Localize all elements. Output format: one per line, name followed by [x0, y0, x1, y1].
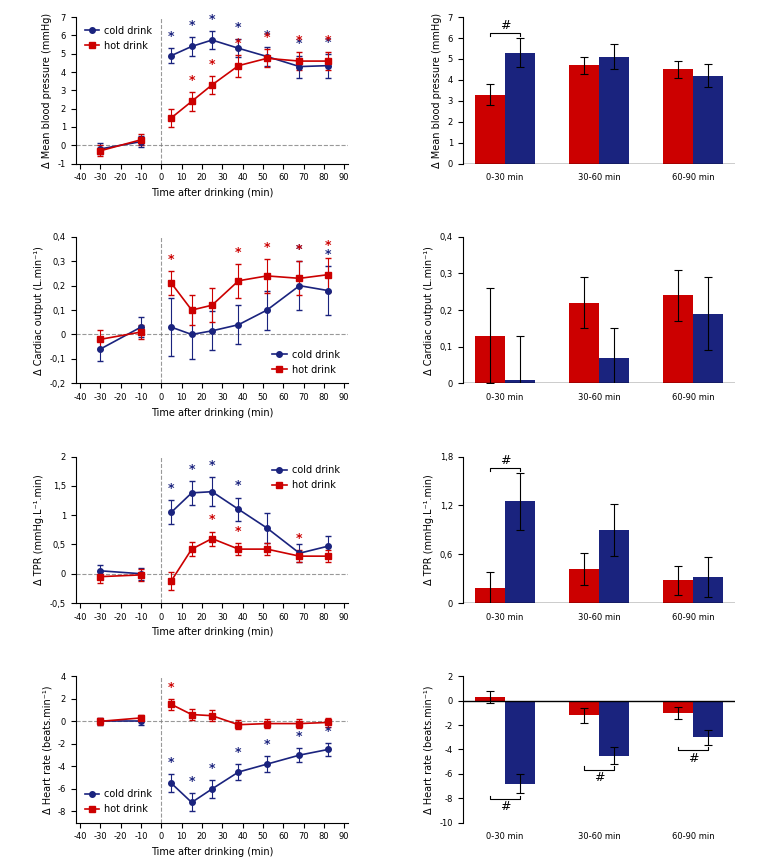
X-axis label: Time after drinking (min): Time after drinking (min)	[151, 627, 273, 638]
Y-axis label: Δ Mean blood pressure (mmHg): Δ Mean blood pressure (mmHg)	[432, 13, 442, 168]
Text: *: *	[189, 19, 195, 33]
Text: *: *	[208, 57, 215, 70]
Text: *: *	[208, 513, 215, 526]
Y-axis label: Δ Cardiac output (L.min⁻¹): Δ Cardiac output (L.min⁻¹)	[424, 246, 434, 375]
Y-axis label: Δ TPR (mmHg.L⁻¹.min): Δ TPR (mmHg.L⁻¹.min)	[424, 475, 434, 585]
Y-axis label: Δ Heart rate (beats.min⁻¹): Δ Heart rate (beats.min⁻¹)	[424, 686, 434, 814]
Bar	[569, 303, 599, 383]
Text: #: #	[500, 800, 510, 813]
Text: *: *	[235, 479, 242, 493]
Text: *: *	[235, 246, 242, 259]
Text: *: *	[189, 74, 195, 87]
Legend: cold drink, hot drink: cold drink, hot drink	[268, 346, 343, 379]
Text: #: #	[594, 771, 604, 784]
Y-axis label: Δ TPR (mmHg.L⁻¹.min): Δ TPR (mmHg.L⁻¹.min)	[34, 475, 45, 585]
Text: *: *	[264, 241, 270, 254]
Bar	[505, 701, 535, 783]
Bar	[569, 569, 599, 603]
Bar	[662, 69, 693, 164]
Text: *: *	[168, 482, 174, 495]
Bar	[475, 94, 505, 164]
Text: *: *	[168, 30, 174, 43]
Text: *: *	[235, 37, 242, 50]
Text: *: *	[324, 725, 331, 738]
Bar	[505, 53, 535, 164]
Text: *: *	[168, 253, 174, 266]
Text: #: #	[688, 752, 698, 764]
Y-axis label: Δ Cardiac output (L.min⁻¹): Δ Cardiac output (L.min⁻¹)	[34, 246, 45, 375]
Text: *: *	[264, 29, 270, 42]
Legend: cold drink, hot drink: cold drink, hot drink	[80, 785, 156, 818]
Legend: cold drink, hot drink: cold drink, hot drink	[268, 461, 343, 494]
Text: *: *	[208, 13, 215, 26]
Text: *: *	[296, 730, 302, 743]
Bar	[475, 336, 505, 383]
Text: *: *	[168, 680, 174, 693]
Y-axis label: Δ Mean blood pressure (mmHg): Δ Mean blood pressure (mmHg)	[42, 13, 52, 168]
Bar	[662, 296, 693, 383]
Text: *: *	[296, 243, 302, 256]
Bar	[599, 701, 629, 756]
Text: *: *	[168, 756, 174, 769]
Bar	[599, 530, 629, 603]
Text: *: *	[235, 21, 242, 34]
Bar	[599, 57, 629, 164]
Legend: cold drink, hot drink: cold drink, hot drink	[80, 22, 156, 55]
Bar	[693, 701, 723, 737]
Text: #: #	[500, 453, 510, 467]
Bar	[505, 501, 535, 603]
Bar	[693, 577, 723, 603]
Bar	[569, 701, 599, 716]
Text: *: *	[208, 762, 215, 775]
Text: *: *	[296, 38, 302, 51]
Text: *: *	[324, 248, 331, 261]
Text: *: *	[324, 36, 331, 49]
Text: *: *	[264, 31, 270, 44]
Bar	[475, 697, 505, 701]
X-axis label: Time after drinking (min): Time after drinking (min)	[151, 188, 273, 198]
Text: *: *	[264, 738, 270, 751]
Bar	[599, 357, 629, 383]
Bar	[475, 589, 505, 603]
X-axis label: Time after drinking (min): Time after drinking (min)	[151, 408, 273, 417]
Text: *: *	[296, 33, 302, 47]
Bar	[662, 701, 693, 713]
Text: *: *	[324, 239, 331, 253]
Text: *: *	[235, 746, 242, 759]
Bar	[693, 75, 723, 164]
Text: #: #	[500, 19, 510, 32]
Text: *: *	[296, 532, 302, 545]
Text: *: *	[296, 243, 302, 256]
Bar	[662, 580, 693, 603]
Bar	[569, 65, 599, 164]
Text: *: *	[324, 33, 331, 47]
Bar	[693, 314, 723, 383]
Text: *: *	[189, 463, 195, 476]
Text: *: *	[208, 459, 215, 472]
Text: *: *	[235, 525, 242, 538]
Bar	[505, 380, 535, 383]
Text: *: *	[189, 776, 195, 788]
X-axis label: Time after drinking (min): Time after drinking (min)	[151, 847, 273, 857]
Y-axis label: Δ Heart rate (beats.min⁻¹): Δ Heart rate (beats.min⁻¹)	[42, 686, 52, 814]
